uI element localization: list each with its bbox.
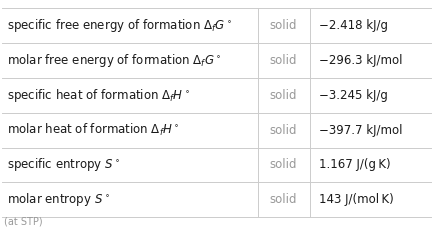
Text: 1.167 J/(g K): 1.167 J/(g K)	[319, 158, 391, 172]
Text: solid: solid	[270, 158, 297, 172]
Text: (at STP): (at STP)	[4, 216, 43, 226]
Text: molar heat of formation $\Delta_f H^\circ$: molar heat of formation $\Delta_f H^\cir…	[7, 122, 180, 138]
Text: solid: solid	[270, 124, 297, 136]
Text: solid: solid	[270, 19, 297, 32]
Text: specific entropy $S^\circ$: specific entropy $S^\circ$	[7, 156, 121, 173]
Text: −2.418 kJ/g: −2.418 kJ/g	[319, 19, 388, 32]
Text: −397.7 kJ/mol: −397.7 kJ/mol	[319, 124, 403, 136]
Text: −3.245 kJ/g: −3.245 kJ/g	[319, 89, 388, 102]
Text: molar free energy of formation $\Delta_f G^\circ$: molar free energy of formation $\Delta_f…	[7, 52, 222, 69]
Text: solid: solid	[270, 54, 297, 67]
Text: specific free energy of formation $\Delta_f G^\circ$: specific free energy of formation $\Delt…	[7, 17, 233, 34]
Text: solid: solid	[270, 193, 297, 206]
Text: 143 J/(mol K): 143 J/(mol K)	[319, 193, 394, 206]
Text: −296.3 kJ/mol: −296.3 kJ/mol	[319, 54, 403, 67]
Text: molar entropy $S^\circ$: molar entropy $S^\circ$	[7, 191, 110, 208]
Text: solid: solid	[270, 89, 297, 102]
Text: specific heat of formation $\Delta_f H^\circ$: specific heat of formation $\Delta_f H^\…	[7, 87, 190, 104]
